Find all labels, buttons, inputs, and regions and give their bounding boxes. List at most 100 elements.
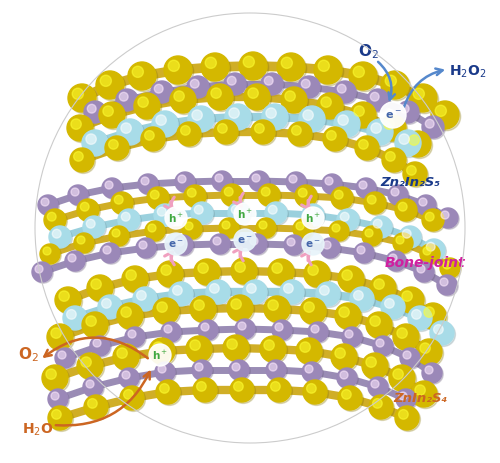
Circle shape [366, 312, 392, 338]
Circle shape [410, 86, 438, 114]
Circle shape [141, 127, 165, 151]
Circle shape [66, 310, 76, 319]
Circle shape [403, 351, 411, 359]
Circle shape [398, 102, 420, 125]
Circle shape [154, 300, 180, 325]
Circle shape [98, 73, 126, 100]
Circle shape [305, 365, 313, 373]
Circle shape [273, 321, 293, 341]
Circle shape [68, 185, 88, 205]
Circle shape [190, 296, 216, 322]
Circle shape [422, 116, 444, 138]
Circle shape [173, 235, 193, 255]
Circle shape [350, 287, 374, 311]
Circle shape [370, 396, 394, 420]
Circle shape [338, 369, 358, 389]
Circle shape [430, 321, 454, 345]
Circle shape [238, 322, 246, 330]
Circle shape [280, 280, 304, 304]
Circle shape [440, 258, 460, 278]
Circle shape [55, 287, 81, 313]
Circle shape [412, 310, 421, 319]
Circle shape [112, 229, 120, 237]
Circle shape [302, 79, 310, 88]
Circle shape [84, 101, 106, 123]
Circle shape [393, 233, 413, 253]
Circle shape [176, 238, 184, 246]
Circle shape [70, 86, 98, 114]
Circle shape [221, 184, 243, 206]
Circle shape [230, 378, 254, 402]
Circle shape [259, 221, 267, 229]
Circle shape [432, 103, 460, 131]
Circle shape [235, 262, 246, 272]
Circle shape [298, 188, 307, 197]
Circle shape [300, 107, 326, 133]
Circle shape [59, 291, 70, 301]
Circle shape [128, 330, 136, 338]
Circle shape [364, 355, 390, 381]
Circle shape [56, 349, 76, 369]
Circle shape [342, 389, 351, 399]
Circle shape [48, 325, 74, 351]
Circle shape [88, 104, 96, 113]
Circle shape [409, 84, 437, 112]
Circle shape [426, 119, 434, 128]
Circle shape [120, 386, 144, 410]
Circle shape [386, 151, 395, 161]
Circle shape [219, 218, 239, 238]
Circle shape [55, 348, 75, 368]
Circle shape [304, 261, 330, 287]
Circle shape [334, 111, 360, 137]
Circle shape [228, 202, 250, 224]
Circle shape [69, 186, 89, 206]
Circle shape [103, 179, 123, 199]
Circle shape [50, 407, 74, 432]
Circle shape [415, 385, 426, 395]
Circle shape [229, 360, 249, 380]
Circle shape [368, 120, 394, 147]
Circle shape [286, 172, 306, 192]
Circle shape [124, 268, 150, 294]
Circle shape [103, 106, 114, 116]
Circle shape [157, 261, 183, 287]
Circle shape [264, 76, 273, 85]
Circle shape [33, 11, 467, 445]
Circle shape [102, 178, 122, 198]
Circle shape [400, 227, 422, 249]
Circle shape [282, 88, 308, 114]
Circle shape [51, 328, 62, 338]
Circle shape [149, 344, 171, 366]
Circle shape [194, 380, 218, 403]
Circle shape [227, 295, 253, 321]
Circle shape [342, 327, 362, 347]
Circle shape [382, 148, 406, 172]
Circle shape [213, 172, 233, 192]
Circle shape [357, 179, 377, 199]
Circle shape [244, 282, 268, 306]
Circle shape [44, 209, 66, 231]
Circle shape [371, 380, 379, 388]
Text: H$_2$O: H$_2$O [22, 422, 54, 438]
Circle shape [416, 195, 436, 215]
Circle shape [409, 135, 420, 145]
Circle shape [208, 282, 232, 306]
Circle shape [150, 339, 176, 366]
Circle shape [240, 54, 268, 81]
Circle shape [193, 378, 217, 402]
Circle shape [156, 205, 178, 227]
Circle shape [38, 195, 58, 215]
Circle shape [210, 234, 230, 254]
Circle shape [46, 210, 68, 232]
Circle shape [400, 104, 409, 113]
Circle shape [213, 237, 221, 245]
Circle shape [152, 111, 178, 137]
Circle shape [109, 226, 129, 246]
Circle shape [101, 244, 121, 264]
Circle shape [387, 252, 407, 272]
Circle shape [282, 282, 306, 306]
Circle shape [172, 88, 198, 114]
Circle shape [420, 303, 446, 329]
Circle shape [438, 276, 458, 296]
Circle shape [158, 382, 182, 406]
